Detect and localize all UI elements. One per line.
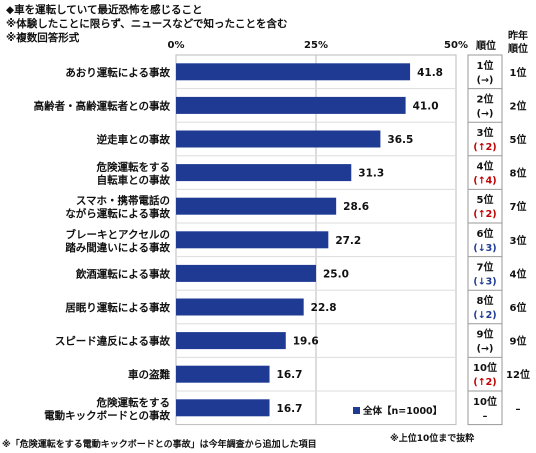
rank-label: 9位 <box>477 328 494 341</box>
footnote-added-item: ※「危険運転をする電動キックボードとの事故」は今年調査から追加した項目 <box>2 440 317 450</box>
category-label: 居眠り運転による事故 <box>65 301 170 314</box>
rank-label: 7位 <box>477 260 494 273</box>
bar <box>176 164 352 182</box>
chart-note-scope: ※体験したことに限らず、ニュースなどで知ったことを含む <box>6 18 288 30</box>
category-label: あおり運転による事故 <box>65 66 170 79</box>
axis-tick-25: 25% <box>304 40 328 51</box>
rank-change-label: (↑4) <box>473 176 496 187</box>
legend-label: 全体【n=1000】 <box>362 405 442 417</box>
category-label: 踏み間違いによる事故 <box>65 241 170 254</box>
last-year-rank-label: 2位 <box>510 99 527 112</box>
rank-label: 10位 <box>473 395 497 408</box>
rank-label: 8位 <box>477 294 494 307</box>
axis-tick-0: 0% <box>167 40 185 51</box>
chart-note-format: ※複数回答形式 <box>6 32 80 44</box>
last-year-rank-label: 7位 <box>510 200 527 213</box>
last-year-column-header: 昨年 順位 <box>508 31 528 55</box>
rank-change-label: (↑2) <box>473 377 496 388</box>
category-label: 危険運転をする <box>96 161 171 174</box>
bar-value-label: 22.8 <box>311 302 337 314</box>
footnote-top10: ※上位10位まで抜粋 <box>390 434 475 444</box>
last-year-rank-label: 1位 <box>510 66 527 79</box>
chart-title: ◆車を運転していて最近恐怖を感じること <box>6 4 203 16</box>
bar <box>176 231 329 249</box>
bar-value-label: 16.7 <box>277 369 303 381</box>
rank-label: 3位 <box>477 126 494 139</box>
rank-column-frame <box>467 54 503 426</box>
bar <box>176 399 270 417</box>
category-label: 高齢者・高齢運転者との事故 <box>34 99 171 112</box>
bar <box>176 365 270 383</box>
rank-change-label: (↓3) <box>473 276 496 287</box>
last-year-rank-label: 5位 <box>510 133 527 146</box>
rank-label: 4位 <box>477 160 494 173</box>
category-label: ブレーキとアクセルの <box>66 228 170 241</box>
category-label: 逆走車との事故 <box>97 133 171 146</box>
category-label: 危険運転をする <box>96 396 171 409</box>
bar-value-label: 19.6 <box>293 336 319 348</box>
rank-change-label: (↑2) <box>473 209 496 220</box>
bar <box>176 96 406 114</box>
last-year-rank-label: – <box>516 404 521 415</box>
bar <box>176 130 381 148</box>
bar <box>176 298 304 316</box>
last-year-rank-label: 9位 <box>510 335 527 348</box>
bar-value-label: 28.6 <box>343 201 369 213</box>
bar-value-label: 25.0 <box>323 268 349 280</box>
last-year-rank-label: 12位 <box>506 368 530 381</box>
last-year-rank-label: 3位 <box>510 234 527 247</box>
bar <box>176 264 316 282</box>
rank-change-label: (→) <box>477 344 494 355</box>
bar <box>176 332 286 350</box>
rank-label: 2位 <box>477 92 494 105</box>
rank-column-header: 順位 <box>476 41 496 52</box>
bar-value-label: 16.7 <box>277 403 303 415</box>
legend-swatch <box>353 407 360 414</box>
category-label: 飲酒運転による事故 <box>75 267 171 280</box>
category-label: スピード違反による事故 <box>55 335 171 348</box>
rank-label: 1位 <box>477 59 494 72</box>
rank-change-label: – <box>483 411 488 422</box>
rank-label: 5位 <box>477 193 494 206</box>
bar-value-label: 41.8 <box>417 67 443 79</box>
category-label: 車の盗難 <box>128 368 170 381</box>
last-year-rank-label: 8位 <box>510 167 527 180</box>
category-label: 自転車との事故 <box>97 174 171 187</box>
rank-label: 6位 <box>477 227 494 240</box>
category-label: 電動キックボードとの事故 <box>44 409 170 422</box>
last-year-rank-label: 6位 <box>510 301 527 314</box>
bar-value-label: 27.2 <box>335 235 361 247</box>
last-year-rank-label: 4位 <box>510 267 527 280</box>
rank-label: 10位 <box>473 361 497 374</box>
category-label: ながら運転による事故 <box>65 207 170 220</box>
rank-change-label: (→) <box>477 75 494 86</box>
rank-change-label: (→) <box>477 108 494 119</box>
bar <box>176 63 411 81</box>
bar-value-label: 41.0 <box>413 100 439 112</box>
bar-value-label: 31.3 <box>358 168 384 180</box>
bar-value-label: 36.5 <box>387 134 413 146</box>
rank-change-label: (↓2) <box>473 310 496 321</box>
bar <box>176 197 337 215</box>
rank-change-label: (↑2) <box>473 142 496 153</box>
rank-change-label: (↓3) <box>473 243 496 254</box>
axis-tick-50: 50% <box>444 40 468 51</box>
category-label: スマホ・携帯電話の <box>76 194 170 207</box>
